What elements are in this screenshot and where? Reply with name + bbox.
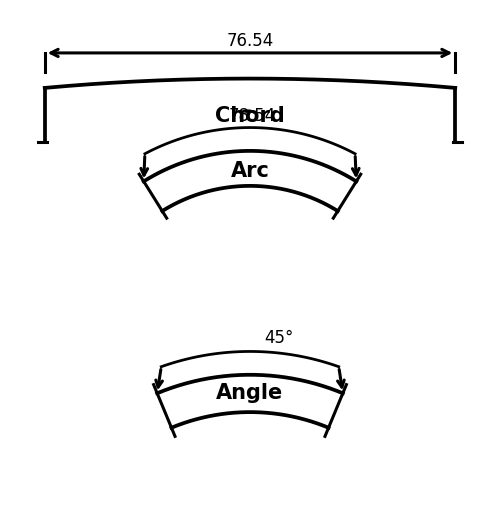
Text: 78.54: 78.54 xyxy=(228,107,276,125)
Text: Arc: Arc xyxy=(230,160,270,181)
Text: 45°: 45° xyxy=(264,329,294,347)
Text: 76.54: 76.54 xyxy=(226,32,274,49)
Text: Chord: Chord xyxy=(215,106,285,126)
Text: Angle: Angle xyxy=(216,383,284,403)
